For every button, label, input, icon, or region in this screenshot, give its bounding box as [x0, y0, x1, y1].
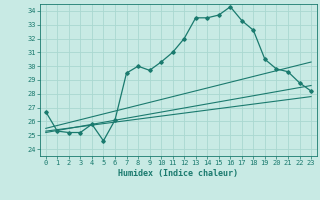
X-axis label: Humidex (Indice chaleur): Humidex (Indice chaleur): [118, 169, 238, 178]
